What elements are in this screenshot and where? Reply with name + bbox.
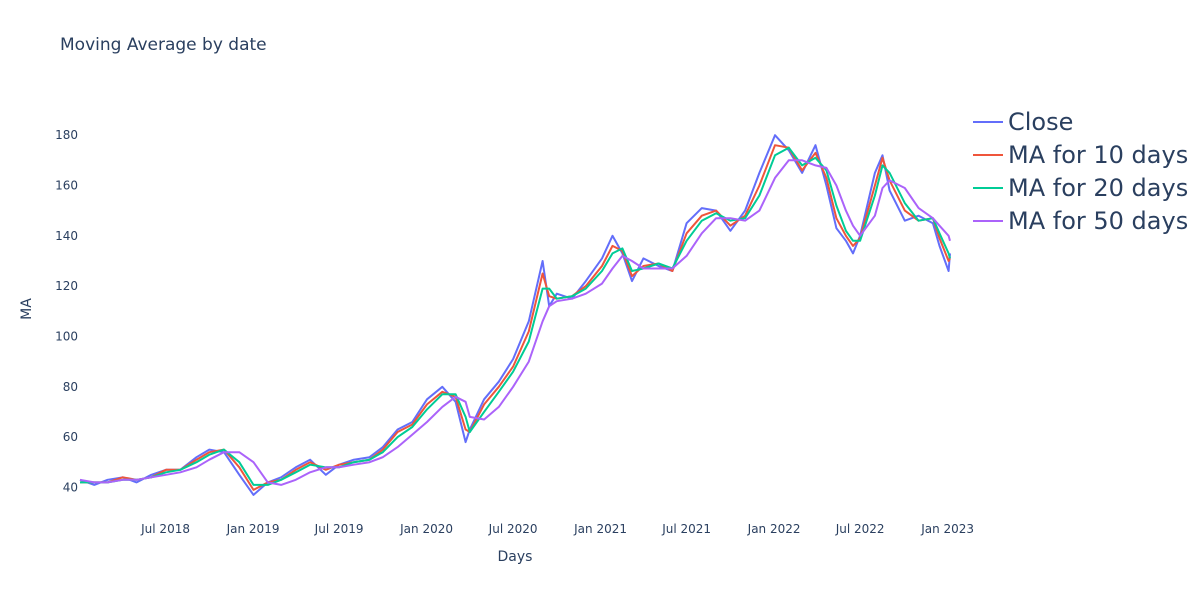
series-line-3 [79,159,951,486]
y-tick-label: 40 [63,480,78,494]
legend-label: Close [1008,108,1073,136]
x-tick-label: Jul 2022 [835,522,885,536]
series-line-2 [80,146,951,486]
x-tick-label: Jan 2021 [573,522,627,536]
chart-title: Moving Average by date [60,35,267,55]
x-tick-label: Jan 2020 [399,522,453,536]
x-tick-label: Jan 2023 [920,522,974,536]
x-tick-label: Jul 2021 [661,522,711,536]
x-tick-label: Jan 2019 [226,522,280,536]
x-tick-label: Jul 2020 [488,522,538,536]
legend: Close MA for 10 days MA for 20 days MA for … [973,108,1188,235]
legend-label: MA for 20 days [1008,174,1188,202]
x-tick-label: Jul 2019 [314,522,364,536]
series-line-1 [80,144,951,491]
series-line-0 [79,134,951,496]
legend-item[interactable]: Close [973,108,1073,136]
y-tick-label: 60 [63,430,78,444]
y-tick-label: 140 [55,229,78,243]
legend-label: MA for 10 days [1008,141,1188,169]
x-tick-label: Jan 2022 [747,522,801,536]
y-tick-label: 160 [55,178,78,192]
x-tick-label: Jul 2018 [140,522,190,536]
y-axis-title: MA [19,298,35,320]
plot-area [79,134,951,496]
x-axis-title: Days [498,549,533,565]
legend-item[interactable]: MA for 10 days [973,141,1188,169]
legend-item[interactable]: MA for 20 days [973,174,1188,202]
y-tick-label: 100 [55,329,78,343]
y-tick-label: 80 [63,380,78,394]
x-axis-ticks: Jul 2018 Jan 2019 Jul 2019 Jan 2020 Jul 2020… [140,522,974,536]
legend-label: MA for 50 days [1008,207,1188,235]
legend-item[interactable]: MA for 50 days [973,207,1188,235]
y-tick-label: 180 [55,128,78,142]
y-tick-label: 120 [55,279,78,293]
y-axis-ticks: 40 60 80 100 120 140 160 180 [55,128,78,494]
